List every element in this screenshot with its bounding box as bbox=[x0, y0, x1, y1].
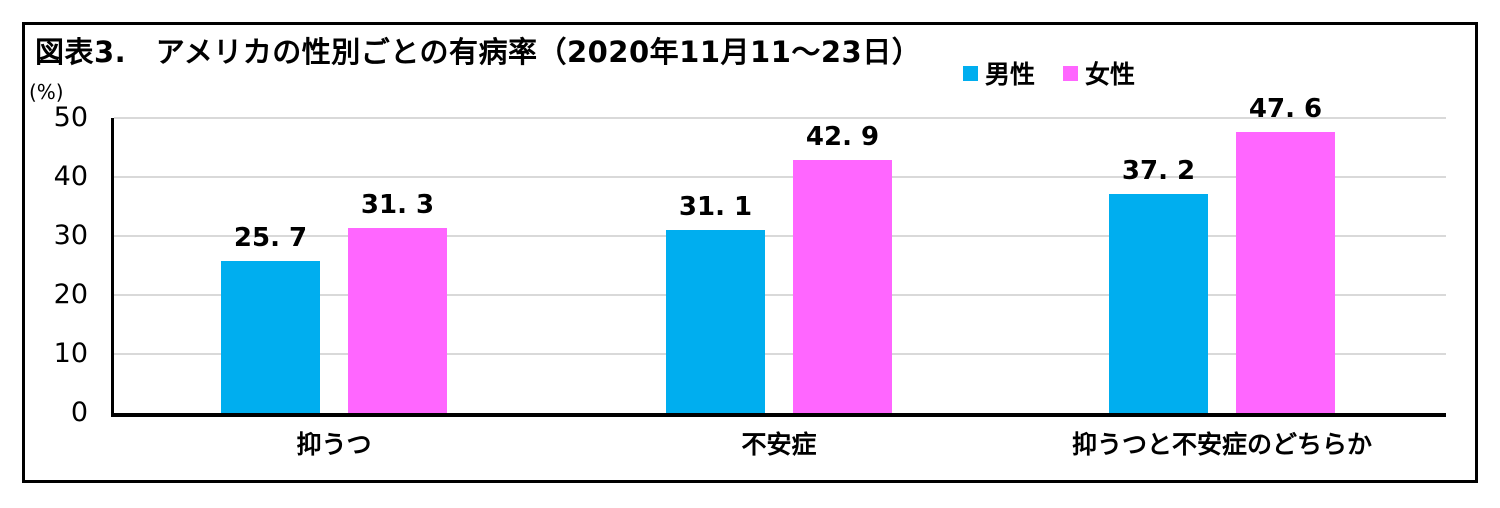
bar-女性-不安症 bbox=[793, 159, 892, 413]
y-axis-tick-label: 10 bbox=[53, 338, 88, 369]
bar-value-label: 25. 7 bbox=[233, 223, 308, 254]
bar-男性-抑うつ bbox=[221, 261, 320, 413]
bar-value-label: 42. 9 bbox=[805, 121, 880, 152]
gridline bbox=[114, 176, 1446, 178]
legend-item-女性: 女性 bbox=[1063, 55, 1135, 91]
legend-item-男性: 男性 bbox=[963, 55, 1035, 91]
legend-swatch-icon bbox=[1063, 65, 1079, 81]
gridline bbox=[114, 294, 1446, 296]
bar-男性-抑うつと不安症のどちらか bbox=[1109, 193, 1208, 413]
chart-title: 図表3. アメリカの性別ごとの有病率（2020年11月11～23日） bbox=[35, 35, 922, 69]
gridline bbox=[114, 235, 1446, 237]
bar-value-label: 37. 2 bbox=[1121, 155, 1196, 186]
bar-女性-抑うつと不安症のどちらか bbox=[1236, 132, 1335, 413]
gridline bbox=[114, 117, 1446, 119]
bar-value-label: 31. 1 bbox=[678, 191, 753, 222]
chart-frame: 図表3. アメリカの性別ごとの有病率（2020年11月11～23日） (%) 男… bbox=[22, 22, 1478, 483]
gridline bbox=[114, 353, 1446, 355]
category-label: 不安症 bbox=[741, 430, 817, 459]
y-axis-unit-label: (%) bbox=[29, 80, 64, 104]
bar-男性-不安症 bbox=[666, 229, 765, 413]
category-label: 抑うつ bbox=[296, 430, 372, 459]
category-label: 抑うつと不安症のどちらか bbox=[1071, 430, 1372, 459]
legend-label: 男性 bbox=[985, 60, 1036, 89]
y-axis-tick-label: 20 bbox=[53, 279, 88, 310]
x-axis-category-labels: 抑うつ 不安症 抑うつと不安症のどちらか bbox=[114, 425, 1446, 465]
legend-swatch-icon bbox=[963, 65, 978, 81]
y-axis-tick-label: 0 bbox=[70, 397, 88, 428]
bar-value-label: 31. 3 bbox=[360, 190, 435, 221]
bar-女性-抑うつ bbox=[348, 228, 447, 413]
y-axis-tick-label: 30 bbox=[53, 220, 88, 251]
y-axis-tick-label: 40 bbox=[53, 161, 88, 192]
y-axis-tick-label: 50 bbox=[53, 102, 88, 133]
bar-value-label: 47. 6 bbox=[1248, 94, 1323, 125]
legend-label: 女性 bbox=[1085, 60, 1136, 89]
plot-area: 25. 7 31. 3 31. 1 42. 9 37. 2 47. 6 bbox=[111, 94, 1446, 417]
legend: 男性 女性 bbox=[963, 55, 1135, 91]
